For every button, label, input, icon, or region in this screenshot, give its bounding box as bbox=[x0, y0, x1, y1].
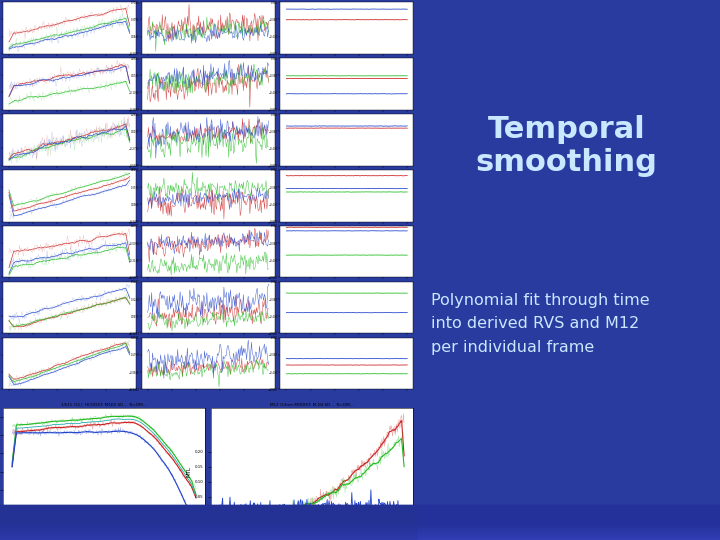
Y-axis label: MTL: MTL bbox=[187, 465, 192, 477]
Text: Temporal
smoothing: Temporal smoothing bbox=[476, 114, 657, 177]
Text: Polynomial fit through time
into derived RVS and M12
per individual frame: Polynomial fit through time into derived… bbox=[431, 293, 649, 355]
Title: 1/k11 /12 |  HCODST: M1D1 SD...  N=DIR...: 1/k11 /12 | HCODST: M1D1 SD... N=DIR... bbox=[61, 403, 147, 407]
Title: M12 /13nm MODIST: M-D4 SD...  N=DIR...: M12 /13nm MODIST: M-D4 SD... N=DIR... bbox=[270, 403, 354, 407]
